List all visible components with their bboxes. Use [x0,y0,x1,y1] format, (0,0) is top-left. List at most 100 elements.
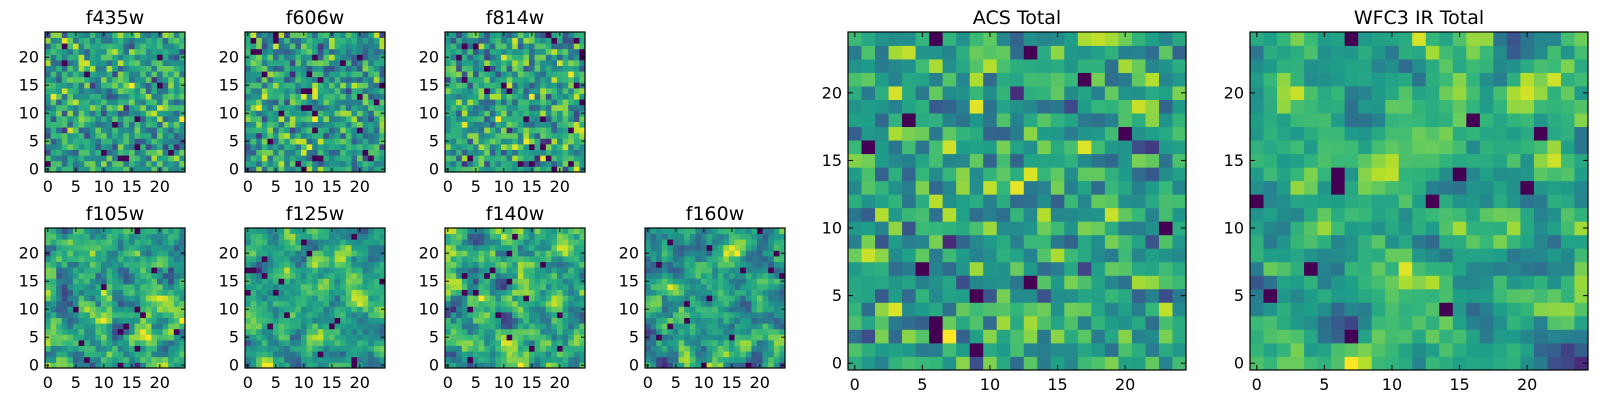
heatmap-cell [89,278,96,285]
heatmap-cell [261,116,268,122]
heatmap-cell [250,328,257,335]
heatmap-cell [250,138,257,145]
heatmap-cell [929,234,944,249]
heatmap-cell [273,60,279,66]
heatmap-cell [562,328,569,335]
heatmap-cell [551,323,558,330]
heatmap-cell [517,166,524,173]
heatmap-cell [902,329,916,344]
heatmap-cell [323,261,330,268]
heatmap-cell [757,284,763,290]
heatmap-cell [317,295,324,302]
heatmap-cell [78,48,85,55]
heatmap-cells [445,228,586,369]
heatmap-cell [689,284,696,290]
heatmap-cell [1158,261,1173,276]
heatmap-cell [157,60,163,66]
heatmap-cell [969,288,984,303]
heatmap-cell [84,272,91,279]
heatmap-cell [645,239,651,246]
heatmap-cell [723,306,730,313]
heatmap-cell [357,99,363,106]
heatmap-cell [373,37,380,44]
heatmap-cell [551,37,558,44]
heatmap-cell [551,60,558,66]
heatmap-cell [757,306,763,313]
heatmap-cell [362,244,369,251]
heatmap-cell [450,76,457,83]
heatmap-cell [768,334,775,341]
heatmap-cell [656,351,663,358]
heatmap-cell [151,88,158,94]
heatmap-cell [145,250,152,257]
heatmap-cell [506,362,513,369]
heatmap-cell [168,256,175,262]
heatmap-cell [1172,194,1187,209]
heatmap-cell [461,127,468,134]
heatmap-cell [267,328,274,335]
heatmap-cell [117,121,124,128]
heatmap-cell [340,317,347,324]
heatmap-cell [295,160,302,167]
heatmap-cell [129,144,135,150]
heatmap-cell [168,144,175,150]
heatmap-cell [506,340,513,346]
heatmap-cell [467,228,474,234]
heatmap-cell [495,351,502,358]
heatmap-cell [456,312,463,318]
heatmap-cell [1158,275,1173,290]
heatmap-cell [101,312,107,318]
heatmap-cell [334,345,341,352]
heatmap-cell [568,289,575,296]
heatmap-cell [323,244,330,251]
heatmap-cell [340,99,347,106]
heatmap-cell [101,284,107,290]
heatmap-cell [517,82,524,89]
heatmap-cell [351,272,358,279]
heatmap-cell [557,356,563,363]
heatmap-cell [112,244,119,251]
heatmap-cell [162,328,169,335]
heatmap-cell [340,104,347,111]
heatmap-cell [645,244,651,251]
heatmap-cell [489,60,496,66]
heatmap-cell [712,256,719,262]
heatmap-cell [112,149,119,156]
heatmap-cell [50,244,57,251]
heatmap-cell [1037,207,1052,222]
heatmap-cell [117,284,124,290]
heatmap-cell [751,340,758,346]
heatmap-cell [473,82,479,89]
heatmap-cell [673,328,679,335]
heatmap-cell [168,149,175,156]
heatmap-cell [456,48,463,55]
heatmap-cell [273,48,279,55]
heatmap-cell [334,116,341,122]
heatmap-cell [1104,167,1119,182]
heatmap-cell [89,116,96,122]
heatmap-cell [301,76,307,83]
heatmap-cell [173,345,180,352]
heatmap-cell [329,60,335,66]
heatmap-cell [129,116,135,122]
panel-title: ACS Total [973,7,1061,29]
heatmap-cell [689,334,696,341]
heatmap-cell [162,228,169,234]
heatmap-cell [484,71,491,78]
heatmap-cell [334,351,341,358]
heatmap-cell [956,221,971,236]
heatmap-cell [557,289,563,296]
heatmap-cell [329,82,335,89]
heatmap-cell [478,261,485,268]
heatmap-cell [673,340,679,346]
heatmap-cell [56,138,63,145]
heatmap-cell [157,272,163,279]
heatmap-cell [362,323,369,330]
heatmap-cell [512,317,519,324]
heatmap-cell [295,88,302,94]
heatmap-cell [179,295,186,302]
heatmap-cell [134,37,141,44]
heatmap-cell [723,362,730,369]
heatmap-cell [351,228,358,234]
heatmap-cell [173,116,180,122]
